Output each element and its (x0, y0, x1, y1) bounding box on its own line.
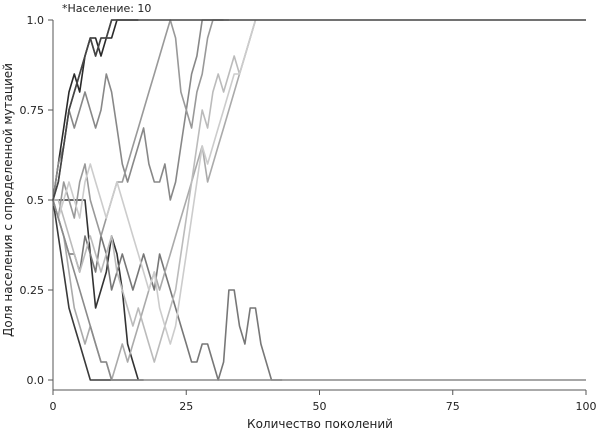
series-line-6 (52, 19, 224, 201)
y-tick-label: 0.75 (20, 104, 45, 117)
series-line-9 (53, 19, 257, 363)
series-line-12 (52, 199, 586, 381)
series-line-10 (52, 19, 257, 345)
y-tick-label: 1.0 (27, 14, 45, 27)
chart-annotation: *Население: 10 (62, 2, 151, 15)
series-lines (52, 19, 586, 381)
x-tick-label: 50 (313, 400, 327, 413)
series-line-11 (52, 19, 586, 201)
x-tick-label: 25 (179, 400, 193, 413)
y-axis-title: Доля населения с определенной мутацией (1, 63, 15, 337)
x-tick-label: 100 (576, 400, 597, 413)
y-tick-label: 0.0 (27, 374, 45, 387)
x-axis-title: Количество поколений (247, 417, 393, 430)
axes (52, 20, 586, 391)
x-tick-label: 0 (50, 400, 57, 413)
x-ticks: 0 25 50 75 100 (50, 390, 597, 413)
y-ticks: 0.0 0.25 0.5 0.75 1.0 (20, 14, 53, 387)
y-tick-label: 0.25 (20, 284, 45, 297)
series-line-7 (52, 19, 229, 237)
series-line-5 (52, 199, 283, 381)
y-tick-label: 0.5 (27, 194, 45, 207)
x-tick-label: 75 (446, 400, 460, 413)
series-line-3 (53, 199, 140, 381)
